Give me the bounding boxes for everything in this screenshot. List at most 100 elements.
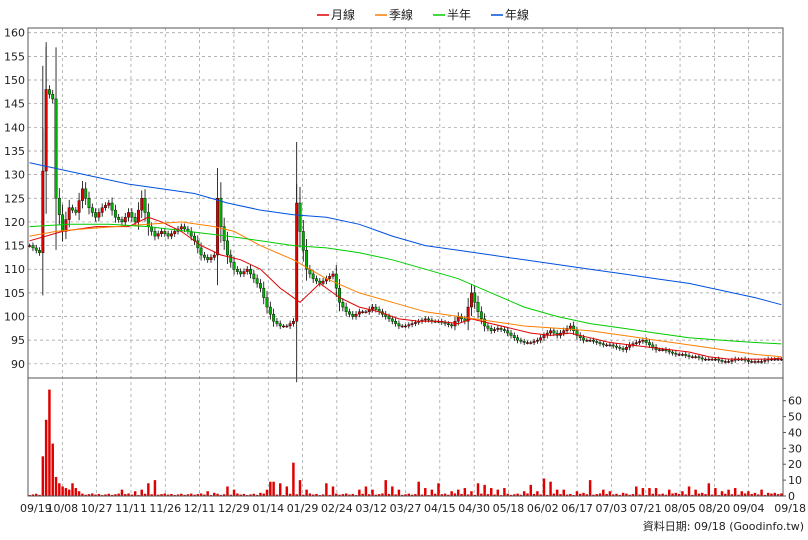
- price-tick-label: 140: [4, 121, 25, 134]
- volume-bar: [150, 494, 153, 496]
- candle-down: [117, 216, 121, 220]
- candle-down: [476, 302, 480, 312]
- volume-bar: [255, 494, 259, 496]
- candle-down: [338, 287, 341, 303]
- candle-down: [486, 325, 490, 329]
- candle-down: [509, 332, 513, 336]
- candle-up: [549, 330, 553, 334]
- volume-bar: [747, 491, 750, 496]
- volume-bar: [750, 493, 753, 496]
- date-tick-label: 07/03: [596, 502, 628, 515]
- volume-bar: [163, 493, 167, 496]
- volume-bar: [671, 493, 674, 496]
- volume-bar: [259, 492, 262, 496]
- date-tick-label: 02/24: [321, 502, 353, 515]
- volume-bar: [489, 488, 493, 496]
- candle-down: [674, 352, 678, 355]
- volume-bar: [532, 493, 536, 496]
- volume-bar: [387, 493, 391, 496]
- candle-down: [450, 324, 454, 327]
- candle-down: [199, 247, 203, 256]
- candle-up: [493, 329, 496, 331]
- moving-averages: [29, 162, 782, 360]
- candle-down: [252, 273, 256, 279]
- volume-bar: [335, 493, 338, 496]
- candle-down: [153, 231, 157, 237]
- candle-up: [710, 358, 714, 361]
- volume-bar: [473, 494, 476, 496]
- volume-bar: [509, 494, 513, 496]
- candle-down: [671, 351, 674, 354]
- volume-bar: [203, 494, 206, 496]
- volume-bar: [486, 494, 490, 496]
- candle-down: [374, 306, 378, 310]
- candle-up: [727, 361, 731, 363]
- volume-bar: [249, 494, 252, 496]
- candle-up: [730, 360, 734, 362]
- volume-bar: [127, 493, 130, 496]
- volume-bar: [618, 494, 622, 496]
- volume-bar: [559, 494, 562, 496]
- volume-bar: [130, 494, 134, 496]
- volume-bar: [463, 488, 467, 496]
- volume-bar: [684, 494, 687, 496]
- volume-bar: [694, 489, 697, 496]
- candle-down: [226, 240, 229, 256]
- candle-down: [34, 247, 38, 251]
- volume-bar: [585, 494, 589, 496]
- volume-bar: [460, 493, 463, 496]
- date-tick-label: 12/11: [184, 502, 216, 515]
- candle-down: [298, 202, 302, 232]
- volume-bar: [542, 478, 546, 496]
- candle-up: [77, 200, 81, 213]
- volume-bar: [91, 493, 94, 496]
- candle-down: [341, 302, 345, 308]
- candle-down: [390, 318, 394, 322]
- volume-bar: [302, 494, 305, 496]
- volume-bar: [611, 494, 615, 496]
- candle-down: [239, 271, 243, 275]
- candle-down: [305, 250, 309, 270]
- candle-up: [641, 339, 645, 342]
- volume-bar: [371, 489, 374, 496]
- volume-bar: [358, 489, 361, 496]
- candle-down: [84, 188, 88, 199]
- volume-bar: [54, 476, 58, 496]
- volume-bar: [397, 489, 401, 496]
- volume-bar: [222, 494, 226, 496]
- date-tick-label: 01/14: [252, 502, 284, 515]
- volume-bar: [430, 489, 434, 496]
- candle-down: [232, 261, 236, 270]
- volume-bar: [186, 494, 190, 496]
- candle-down: [334, 273, 338, 289]
- price-tick-label: 160: [4, 27, 25, 40]
- volume-bar: [216, 493, 219, 496]
- price-tick-label: 105: [4, 287, 25, 300]
- candle-up: [779, 358, 783, 361]
- date-tick-label: 08/05: [664, 502, 696, 515]
- volume-bar: [437, 483, 440, 496]
- volume-tick-label: 60: [788, 395, 802, 408]
- date-tick-label: 12/29: [218, 502, 250, 515]
- volume-bar: [180, 493, 183, 496]
- date-tick-label: 04/30: [458, 502, 490, 515]
- volume-bar: [384, 480, 387, 496]
- candle-down: [206, 257, 210, 260]
- candle-down: [552, 330, 556, 334]
- candle-down: [651, 344, 655, 348]
- date-tick-label: 11/11: [115, 502, 147, 515]
- candle-up: [173, 231, 177, 234]
- date-tick-label: 08/20: [699, 502, 731, 515]
- volume-bar: [400, 494, 404, 496]
- candle-up: [242, 271, 246, 275]
- date-tick-label: 10/08: [46, 502, 78, 515]
- candle-down: [90, 207, 94, 213]
- volume-bar: [381, 493, 384, 496]
- candle-down: [489, 328, 493, 331]
- ma-quarterly-line: [29, 221, 782, 358]
- volume-bar: [44, 419, 48, 496]
- volume-bar: [674, 492, 678, 496]
- candle-up: [496, 328, 500, 330]
- volume-tick-label: 30: [788, 442, 802, 455]
- price-tick-label: 145: [4, 98, 25, 111]
